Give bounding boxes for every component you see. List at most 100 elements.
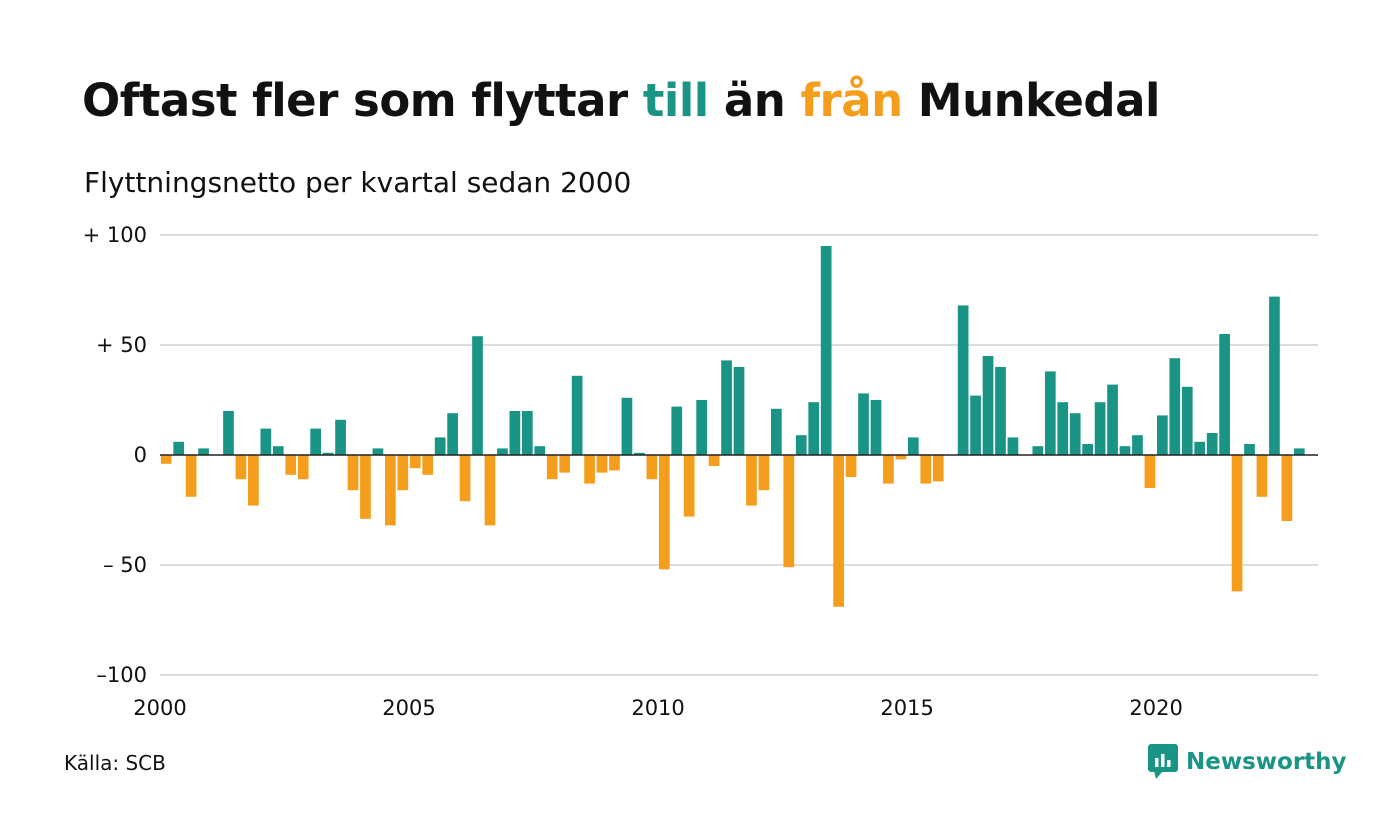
bar	[820, 246, 832, 455]
bar	[870, 400, 882, 455]
bar	[733, 367, 745, 455]
bar	[1032, 446, 1044, 455]
bar	[347, 455, 359, 491]
y-tick-label: –100	[96, 663, 147, 687]
bar	[1057, 402, 1069, 455]
chart-title: Oftast fler som flyttar till än från Mun…	[82, 74, 1160, 127]
y-axis-ticks: + 100 + 50 0 – 50 –100	[83, 223, 147, 687]
bar	[1181, 386, 1193, 455]
bar	[185, 455, 197, 497]
bar	[746, 455, 757, 506]
bar	[982, 356, 994, 455]
bar	[1169, 358, 1181, 455]
bar	[447, 413, 458, 455]
bar	[559, 455, 571, 473]
bar	[335, 419, 346, 455]
bar	[272, 446, 284, 455]
bar	[708, 455, 720, 466]
bar	[621, 397, 633, 455]
bar	[671, 406, 683, 455]
bar	[1082, 444, 1093, 455]
bar	[472, 336, 483, 455]
bar	[584, 455, 595, 484]
bar	[397, 455, 409, 491]
bar	[995, 367, 1006, 455]
bar	[845, 455, 857, 477]
bar	[609, 455, 620, 471]
chart-subtitle: Flyttningsnetto per kvartal sedan 2000	[84, 166, 632, 199]
bar	[546, 455, 558, 480]
bar	[248, 455, 259, 506]
bar	[1157, 415, 1168, 455]
bar	[1144, 455, 1156, 488]
bar	[634, 452, 645, 455]
bar	[1206, 433, 1218, 455]
bars	[160, 246, 1305, 607]
bar	[534, 446, 546, 455]
y-tick-label: + 100	[83, 223, 147, 247]
bar	[484, 455, 496, 526]
bar	[658, 455, 670, 570]
bar	[957, 305, 969, 455]
bar	[596, 455, 608, 473]
bar	[920, 455, 932, 484]
x-tick-label: 2010	[631, 696, 684, 720]
bar	[858, 393, 869, 455]
bar	[1256, 455, 1268, 497]
bar	[360, 455, 371, 519]
newsworthy-logo: Newsworthy	[1148, 744, 1347, 780]
source-note: Källa: SCB	[64, 751, 166, 775]
bar	[385, 455, 396, 526]
bar	[795, 435, 807, 455]
bar	[497, 448, 508, 455]
bar	[721, 360, 732, 455]
bar	[297, 455, 309, 480]
bar	[1281, 455, 1293, 521]
bar	[1069, 413, 1081, 455]
title-part-3: Munkedal	[902, 74, 1161, 127]
bar	[571, 375, 583, 455]
bar	[683, 455, 695, 517]
bar	[1044, 371, 1056, 455]
bar	[235, 455, 247, 480]
newsworthy-logo-icon	[1148, 744, 1178, 779]
bar	[459, 455, 471, 502]
title-highlight-fran: från	[800, 74, 903, 127]
bar	[434, 437, 446, 455]
bar	[1219, 334, 1230, 455]
bar	[1244, 444, 1255, 455]
bar	[310, 428, 321, 455]
bar	[1293, 448, 1305, 455]
y-tick-label: – 50	[103, 553, 147, 577]
title-part-1: Oftast fler som flyttar	[82, 74, 643, 127]
bar	[808, 402, 820, 455]
bar	[409, 455, 421, 469]
bar	[1094, 402, 1106, 455]
bar	[1194, 441, 1206, 455]
bar	[907, 437, 919, 455]
bar	[895, 455, 907, 460]
gridlines	[160, 234, 1318, 676]
bar	[322, 452, 334, 455]
y-tick-label: + 50	[96, 333, 147, 357]
bar	[883, 455, 894, 484]
bar	[260, 428, 272, 455]
y-tick-label: 0	[134, 443, 147, 467]
bar	[372, 448, 384, 455]
bar	[160, 455, 172, 464]
bar	[1007, 437, 1019, 455]
bar	[223, 411, 234, 455]
bar	[422, 455, 434, 475]
bar	[1132, 435, 1143, 455]
bar	[758, 455, 770, 491]
bar	[783, 455, 795, 568]
x-tick-label: 2000	[133, 696, 186, 720]
bar	[771, 408, 782, 455]
bar	[646, 455, 658, 480]
bar	[521, 411, 533, 455]
bar	[1119, 446, 1131, 455]
bar	[932, 455, 944, 482]
bar	[1107, 384, 1118, 455]
bar	[970, 395, 981, 455]
